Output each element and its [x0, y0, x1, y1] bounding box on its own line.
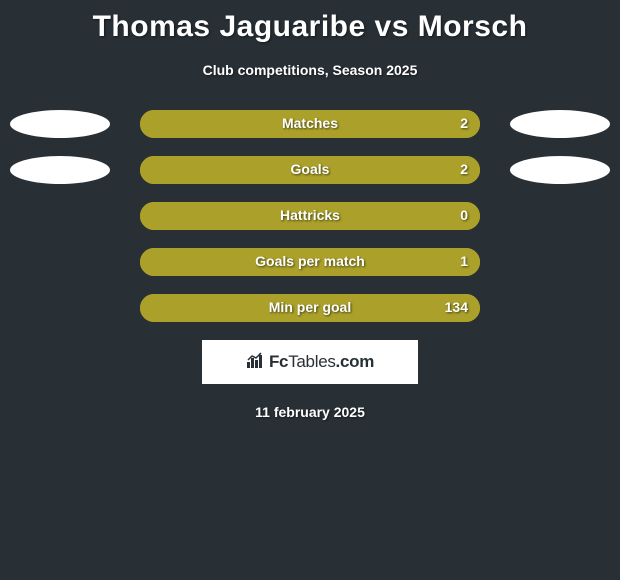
- page-title: Thomas Jaguaribe vs Morsch: [0, 0, 620, 44]
- stat-label: Goals per match: [255, 253, 365, 269]
- player-marker-right: [510, 110, 610, 138]
- stat-rows: Matches 2 Goals 2 Hattricks 0 Goals per match 1…: [0, 110, 620, 322]
- stat-value-right: 1: [460, 253, 468, 269]
- chart-icon: [246, 351, 266, 374]
- stat-value-right: 2: [460, 161, 468, 177]
- stat-row: Min per goal 134: [0, 294, 620, 322]
- date-label: 11 february 2025: [0, 404, 620, 420]
- branding-part3: .com: [336, 352, 374, 371]
- stat-value-right: 2: [460, 115, 468, 131]
- player-marker-right: [510, 156, 610, 184]
- branding-logo[interactable]: FcTables.com: [202, 340, 418, 384]
- branding-text: FcTables.com: [269, 352, 374, 372]
- player-marker-left: [10, 110, 110, 138]
- stat-value-right: 0: [460, 207, 468, 223]
- stat-row: Goals per match 1: [0, 248, 620, 276]
- stat-label: Goals: [291, 161, 330, 177]
- stat-value-right: 134: [445, 299, 468, 315]
- subtitle: Club competitions, Season 2025: [0, 62, 620, 78]
- stat-row: Goals 2: [0, 156, 620, 184]
- branding-part1: Fc: [269, 352, 288, 371]
- stat-label: Min per goal: [269, 299, 351, 315]
- stat-row: Matches 2: [0, 110, 620, 138]
- branding-part2: Tables: [288, 352, 335, 371]
- player-marker-left: [10, 156, 110, 184]
- stat-label: Matches: [282, 115, 338, 131]
- stat-row: Hattricks 0: [0, 202, 620, 230]
- stat-label: Hattricks: [280, 207, 340, 223]
